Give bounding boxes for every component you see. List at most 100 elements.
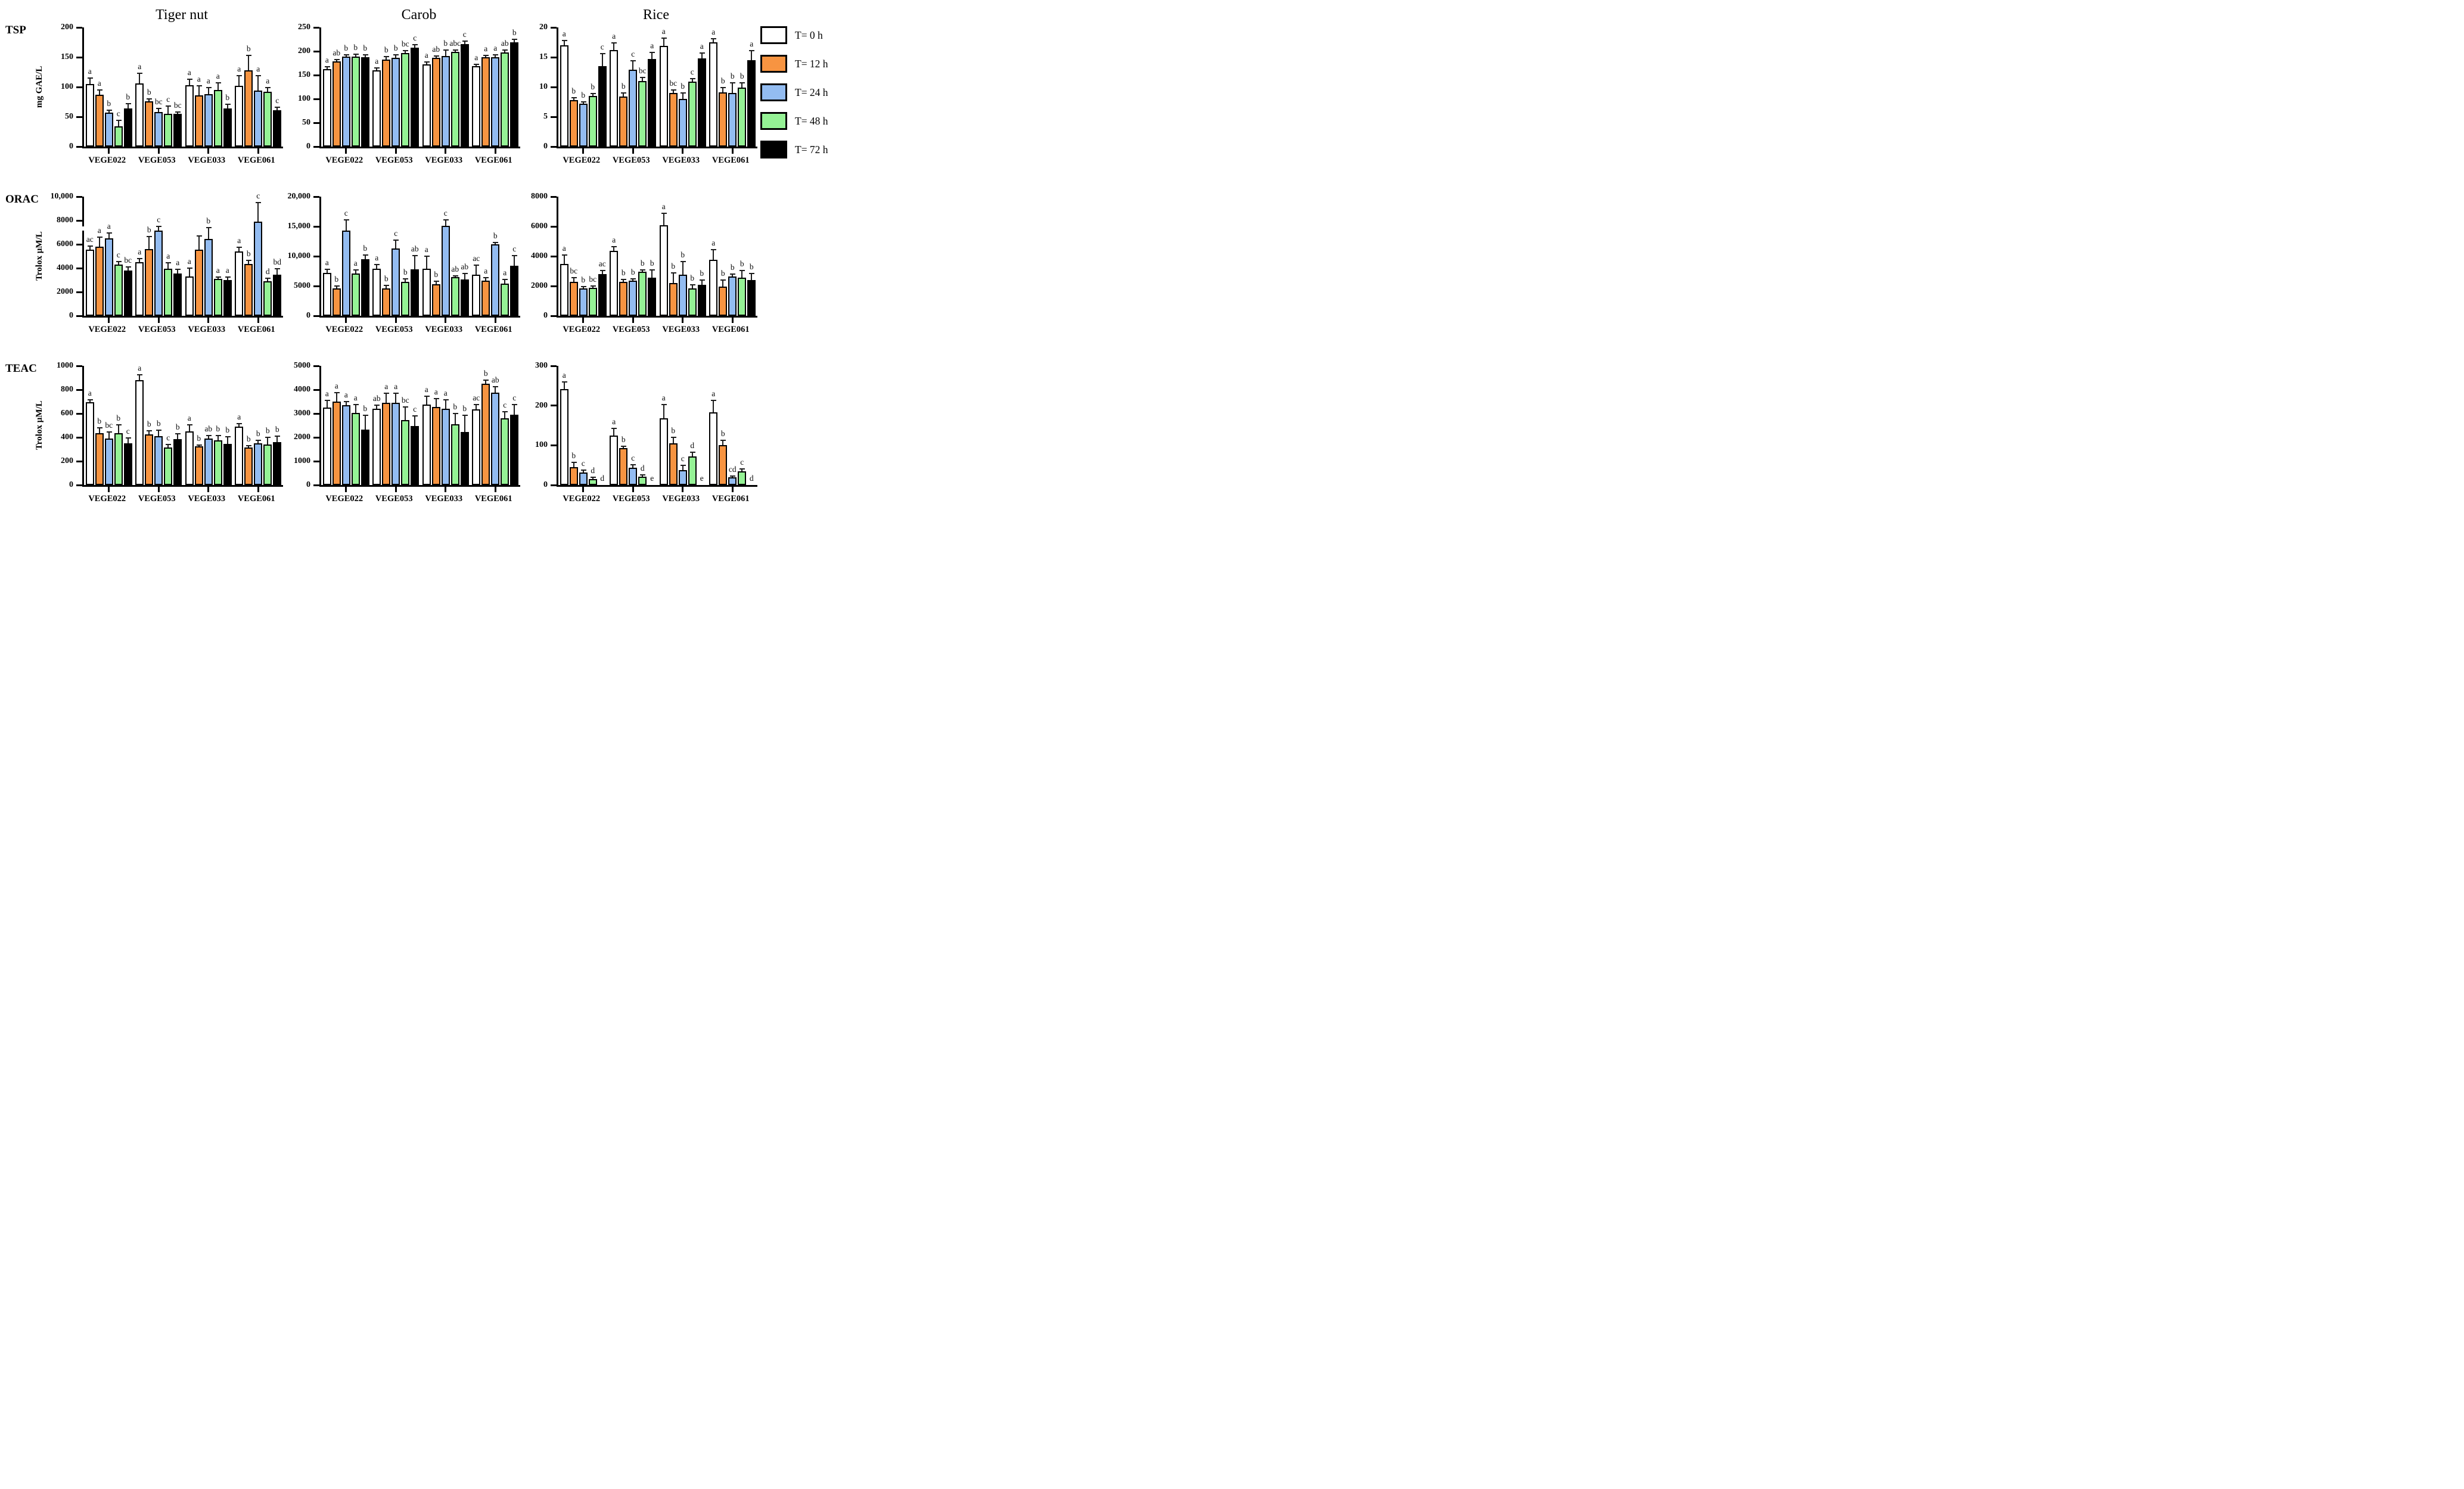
error-bar-cap bbox=[443, 49, 449, 51]
bar-vege022-s1: b bbox=[95, 366, 104, 485]
bar-rect bbox=[588, 96, 597, 147]
bar-rect bbox=[322, 273, 331, 316]
bar-vege022-s2: b bbox=[104, 27, 113, 147]
bar-rect bbox=[382, 288, 391, 316]
y-tick-label: 5000 bbox=[294, 281, 310, 290]
error-bar-cap bbox=[106, 431, 112, 433]
error-bar-cap bbox=[424, 61, 430, 63]
sig-letter: a bbox=[503, 268, 507, 277]
sig-letter: abc bbox=[449, 38, 461, 48]
y-tick-labels: 0 5000 10,000 15,000 20,000 bbox=[285, 192, 319, 320]
sig-letter: bc bbox=[124, 256, 132, 265]
sig-letter: a bbox=[434, 387, 438, 396]
sig-letter: b bbox=[700, 269, 704, 278]
error-bar bbox=[722, 440, 724, 446]
error-bar bbox=[167, 444, 169, 447]
bar-rect bbox=[598, 274, 607, 316]
x-tick-mark bbox=[731, 318, 734, 323]
sig-letter: b bbox=[730, 72, 735, 80]
bar-rect bbox=[629, 281, 638, 316]
bar-rect bbox=[697, 58, 706, 147]
sig-letter: a bbox=[375, 57, 379, 66]
bar-rect bbox=[747, 60, 756, 147]
bar-vege061-s3: b bbox=[738, 197, 747, 316]
x-category-label: VEGE061 bbox=[474, 325, 512, 334]
plot-box: a bc b bc ac a b b b b a b b b b a b b b b bbox=[551, 195, 757, 323]
bar-rect bbox=[401, 53, 410, 147]
bar-vege033-s1: ab bbox=[431, 27, 440, 147]
y-tick-label: 50 bbox=[302, 118, 310, 127]
bar-rect bbox=[491, 392, 500, 485]
y-tick-label: 400 bbox=[61, 433, 73, 442]
x-category-label: VEGE033 bbox=[662, 494, 700, 503]
bar-rect bbox=[610, 435, 619, 485]
bar-vege022-s0: a bbox=[560, 366, 568, 485]
y-tick-label: 0 bbox=[306, 311, 310, 320]
error-bar bbox=[238, 424, 240, 427]
error-bar bbox=[651, 52, 653, 59]
bar-rect bbox=[194, 95, 203, 147]
bar-vege022-s0: a bbox=[560, 197, 568, 316]
bar-rect bbox=[460, 279, 469, 316]
sig-letter: ab bbox=[333, 48, 341, 58]
y-tick-mark bbox=[313, 412, 319, 415]
bar-rect bbox=[441, 409, 450, 485]
x-tick-mark bbox=[445, 148, 447, 154]
y-tick-mark bbox=[76, 145, 82, 148]
error-bar bbox=[335, 392, 337, 402]
sig-letter: b bbox=[650, 258, 654, 268]
bar-vege033-s3: abc bbox=[449, 27, 461, 147]
x-category-label: VEGE053 bbox=[375, 494, 413, 503]
bar-vege061-s1: b bbox=[244, 197, 253, 316]
bar-rect bbox=[472, 66, 481, 147]
error-bar bbox=[276, 107, 278, 110]
error-bar bbox=[642, 77, 644, 81]
chart-body: mg GAE/L 0 50 100 150 200 a a b c b a b bc c bc a a a a b a b a… bbox=[35, 23, 283, 166]
error-bar-cap bbox=[156, 430, 162, 431]
error-bar bbox=[148, 237, 150, 249]
sig-letter: a bbox=[375, 253, 379, 262]
sig-letter: b bbox=[720, 429, 725, 439]
error-bar-cap bbox=[474, 265, 480, 266]
bar-rect bbox=[450, 51, 459, 147]
legend-swatch-icon bbox=[760, 112, 787, 130]
bar-rect bbox=[491, 57, 500, 147]
bar-rect bbox=[501, 284, 509, 316]
error-bar bbox=[672, 272, 674, 283]
y-tick-label: 100 bbox=[535, 440, 548, 450]
bar-rect bbox=[194, 250, 203, 316]
bar-vege033-s0: a bbox=[185, 27, 194, 147]
error-bar-cap bbox=[324, 269, 330, 270]
bar-vege053-s0: a bbox=[135, 197, 144, 316]
error-bar bbox=[514, 405, 515, 415]
y-tick-mark bbox=[551, 285, 557, 287]
error-bar-cap bbox=[384, 55, 390, 57]
sig-letter: a bbox=[353, 259, 358, 268]
error-bar-cap bbox=[590, 93, 596, 94]
sig-letter: a bbox=[661, 201, 666, 211]
bar-rect bbox=[244, 447, 253, 485]
bar-vege022-s4: d bbox=[598, 366, 607, 485]
error-bar bbox=[345, 220, 347, 231]
chart-body: 0 100 200 300 a b c d d a b c d e a b c d e a b cd c d VEGE022 VE… bbox=[522, 361, 757, 504]
bar-rect bbox=[145, 101, 154, 147]
error-bar-cap bbox=[433, 397, 439, 399]
sig-letter: c bbox=[166, 433, 170, 442]
sig-letter: b bbox=[621, 268, 626, 277]
error-bar-cap bbox=[97, 237, 102, 238]
y-tick-mark bbox=[76, 460, 82, 462]
error-bar-cap bbox=[265, 437, 271, 438]
bar-vege033-s0: a bbox=[422, 197, 431, 316]
plot-area: a b b b c a b c bc a a bc b c a a b b b a VEGE022 VEGE053 VEGE… bbox=[551, 26, 757, 166]
legend-item-1: T= 12 h bbox=[760, 55, 849, 73]
error-bar-cap bbox=[424, 395, 430, 397]
legend: T= 0 h T= 12 h T= 24 h T= 48 h T= 72 h bbox=[758, 6, 849, 175]
bar-vege053-s1: b bbox=[619, 366, 628, 485]
error-bar-cap bbox=[483, 55, 489, 57]
bar-vege022-s1: b bbox=[569, 27, 578, 147]
error-bar-cap bbox=[571, 462, 577, 463]
bar-rect bbox=[472, 275, 481, 316]
y-tick-label: 800 bbox=[61, 385, 73, 394]
